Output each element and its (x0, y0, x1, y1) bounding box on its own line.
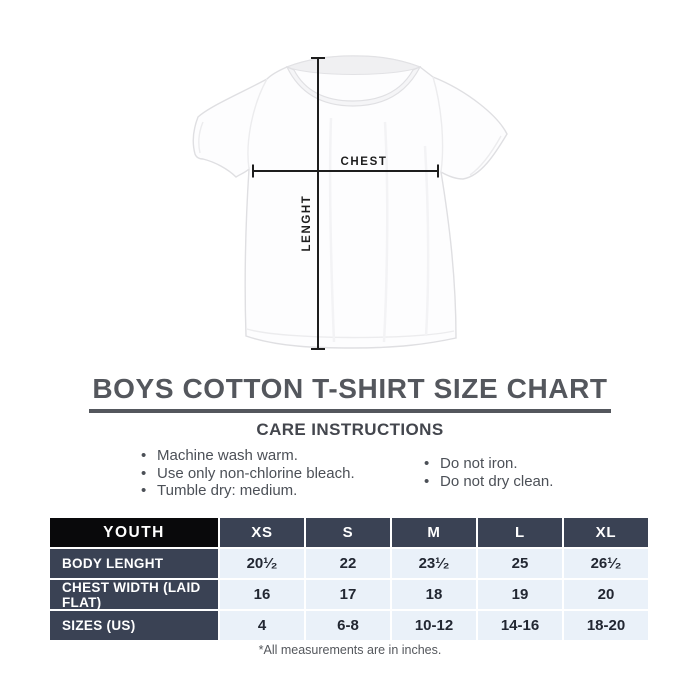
table-header-youth: YOUTH (50, 518, 218, 547)
care-item: Do not dry clean. (424, 473, 644, 491)
tshirt-graphic: CHEST LENGHT (192, 55, 508, 350)
table-cell: 16 (220, 580, 304, 609)
length-label: LENGHT (301, 195, 313, 252)
table-cell: 4 (220, 611, 304, 640)
care-item: Tumble dry: medium. (141, 482, 411, 500)
tshirt-seams (198, 76, 502, 339)
care-list-left: Machine wash warm. Use only non-chlorine… (141, 447, 411, 500)
table-cell: 20¹⁄₂ (220, 549, 304, 578)
row-label-body-length: BODY LENGHT (50, 549, 218, 578)
table-cell: 10-12 (392, 611, 476, 640)
tshirt-body (192, 55, 508, 349)
title-row: BOYS COTTON T-SHIRT SIZE CHART (0, 374, 700, 413)
row-label-chest-width: CHEST WIDTH (LAID FLAT) (50, 580, 218, 610)
table-cell: 17 (306, 580, 390, 609)
size-table: YOUTH XS S M L XL BODY LENGHT 20¹⁄₂ 22 2… (50, 518, 648, 640)
care-list-right: Do not iron. Do not dry clean. (424, 455, 644, 490)
length-measure-line (311, 57, 325, 350)
table-header-xl: XL (564, 518, 648, 547)
table-cell: 6-8 (306, 611, 390, 640)
chest-label: CHEST (341, 156, 388, 168)
care-item: Do not iron. (424, 455, 644, 473)
table-cell: 26¹⁄₂ (564, 549, 648, 578)
table-cell: 14-16 (478, 611, 562, 640)
measurements-footnote: *All measurements are in inches. (258, 643, 442, 657)
tshirt-diagram: CHEST LENGHT (183, 46, 523, 368)
chest-measure-line (252, 164, 439, 178)
table-cell: 25 (478, 549, 562, 578)
table-cell: 22 (306, 549, 390, 578)
table-header-m: M (392, 518, 476, 547)
table-header-l: L (478, 518, 562, 547)
row-label-sizes-us: SIZES (US) (50, 611, 218, 640)
care-item: Machine wash warm. (141, 447, 411, 465)
table-cell: 20 (564, 580, 648, 609)
tshirt-collar-band (285, 65, 422, 107)
table-cell: 18-20 (564, 611, 648, 640)
page-title: BOYS COTTON T-SHIRT SIZE CHART (89, 374, 611, 413)
tshirt-back-collar (285, 55, 422, 75)
table-cell: 19 (478, 580, 562, 609)
care-instructions-heading: CARE INSTRUCTIONS (256, 420, 444, 439)
table-cell: 18 (392, 580, 476, 609)
table-cell: 23¹⁄₂ (392, 549, 476, 578)
table-header-xs: XS (220, 518, 304, 547)
care-item: Use only non-chlorine bleach. (141, 465, 411, 483)
table-header-s: S (306, 518, 390, 547)
